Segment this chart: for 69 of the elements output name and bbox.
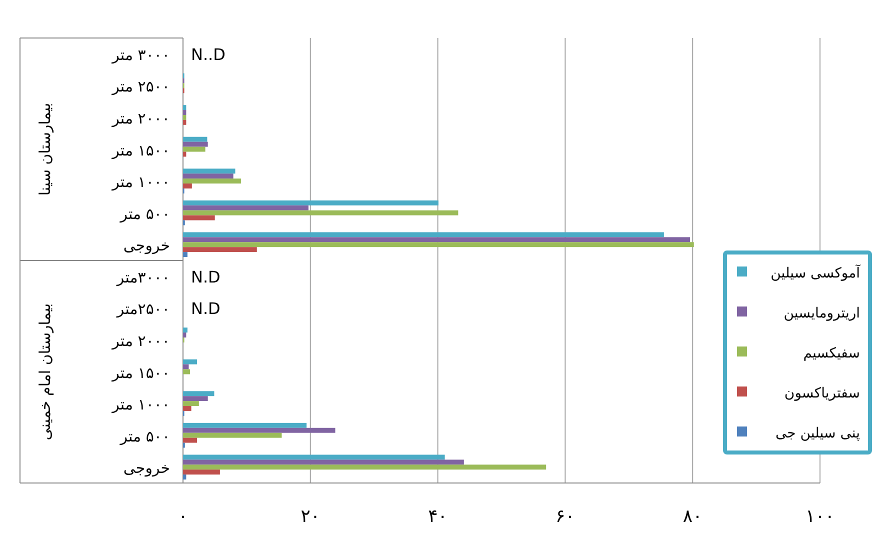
legend-label: پنی سیلین جی [776, 426, 860, 442]
y-tick-label: ۲۵۰۰متر [116, 300, 170, 318]
bar [183, 406, 192, 411]
bar [183, 200, 438, 206]
bar [183, 242, 694, 248]
legend-label: آموکسی سیلین [770, 264, 862, 282]
bar [183, 105, 186, 110]
y-tick-label: ۵۰۰ متر [119, 427, 170, 446]
x-tick-label: ۸۰ [682, 506, 702, 527]
bar [183, 359, 198, 364]
bar [183, 396, 208, 402]
y-tick-label: ۱۰۰۰ متر [111, 396, 170, 414]
y-tick-label: ۲۰۰۰ متر [111, 109, 170, 128]
text: اریترومایسین [784, 306, 860, 322]
y-tick-label: ۳۰۰۰ متر [111, 46, 170, 64]
y-axis-title: بیمارستان سینا [36, 102, 54, 196]
y-tick-label: ۳۰۰۰متر [116, 268, 170, 286]
bar [183, 237, 690, 242]
annotation: N..D [191, 44, 226, 64]
bar [183, 454, 445, 460]
bar [183, 332, 186, 338]
text: سفیکسیم [803, 346, 860, 362]
bar [183, 252, 188, 258]
bar [183, 110, 186, 115]
x-tick-label: ۲۰ [300, 506, 320, 527]
bar [183, 232, 664, 238]
bar [183, 474, 186, 480]
bar [183, 422, 307, 428]
bar [183, 168, 236, 174]
annotation: N.D [191, 267, 220, 286]
bar [183, 470, 220, 475]
bar [183, 210, 458, 216]
x-tick-label: ۴۰ [428, 506, 448, 527]
bar [183, 432, 282, 438]
bar [183, 136, 208, 142]
bar [183, 205, 308, 210]
bar [183, 146, 206, 152]
bar [183, 114, 186, 120]
bar [183, 174, 234, 179]
y-tick-label: ۵۰۰ متر [119, 204, 170, 223]
bar [183, 152, 186, 157]
y-tick-label: خروجی [123, 236, 170, 255]
y-tick-label: ۲۵۰۰ متر [111, 78, 170, 96]
bar [183, 428, 336, 433]
bar [183, 464, 546, 470]
annotation: N.D [191, 299, 220, 318]
bar [183, 328, 188, 333]
bar [183, 438, 198, 443]
bar [183, 247, 257, 252]
y-tick-label: ۲۰۰۰ متر [111, 332, 170, 350]
bar [183, 364, 189, 370]
bar [183, 142, 208, 147]
y-tick-label: ۱۵۰۰ متر [111, 141, 170, 160]
bar [183, 215, 215, 220]
bar [183, 401, 199, 406]
y-axis-title: بیمارستان امام خمینی [36, 303, 54, 440]
y-tick-label: ۱۰۰۰ متر [111, 173, 170, 192]
x-tick-label: ۱۰۰ [805, 506, 835, 527]
bar [183, 178, 241, 184]
y-tick-label: خروجی [123, 459, 170, 478]
bar [183, 120, 186, 125]
bar [183, 391, 214, 396]
y-tick-label: ۱۵۰۰ متر [111, 364, 170, 382]
bar [183, 184, 192, 188]
bar [183, 369, 190, 374]
text: سفتریاکسون [784, 386, 860, 402]
x-tick-label: ۰ [178, 506, 188, 527]
x-tick-label: ۶۰ [556, 506, 575, 527]
bar [183, 460, 464, 465]
